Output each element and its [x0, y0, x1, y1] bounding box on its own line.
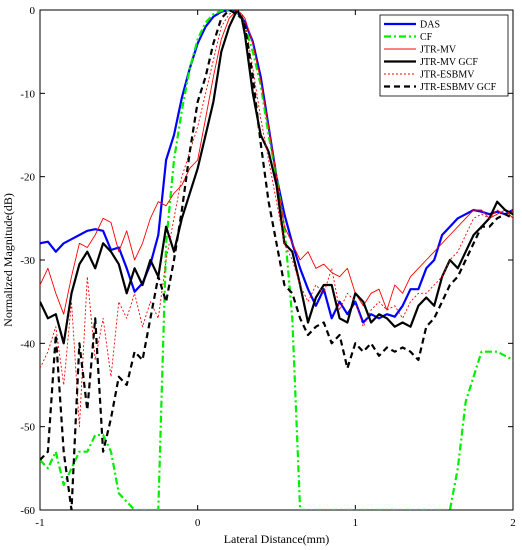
y-tick-label: -40 — [20, 338, 35, 350]
legend-label: JTR-MV GCF — [420, 57, 478, 68]
y-tick-label: -50 — [20, 422, 35, 434]
x-tick-label: -1 — [35, 517, 44, 529]
y-tick-label: -60 — [20, 505, 35, 517]
legend-label: JTR-ESBMV GCF — [420, 82, 497, 93]
x-tick-label: 2 — [510, 517, 516, 529]
y-axis-title: Normalized Magnitude(dB) — [1, 193, 15, 327]
series-layer — [40, 10, 513, 510]
x-axis-title: Lateral Distance(mm) — [224, 532, 330, 546]
axis-ticks: -1 0 1 20-10-20-30-40-50-60 — [20, 5, 515, 529]
y-tick-label: -30 — [20, 255, 35, 267]
legend-label: JTR-ESBMV — [420, 70, 475, 81]
series-line-jtr-mv — [40, 10, 513, 315]
legend-label: JTR-MV — [420, 45, 457, 56]
series-line-jtr-esbmv-gcf — [40, 10, 513, 510]
y-tick-label: -10 — [20, 88, 35, 100]
series-line-cf — [40, 10, 513, 510]
legend-label: CF — [420, 32, 433, 43]
legend-label: DAS — [420, 20, 440, 31]
legend-box — [379, 14, 509, 97]
series-line-jtr-esbmv — [40, 10, 513, 428]
x-tick-label: 1 — [353, 517, 359, 529]
y-tick-label: -20 — [20, 172, 35, 184]
y-tick-label: 0 — [30, 5, 36, 17]
series-line-jtr-mv-gcf — [40, 10, 513, 345]
x-tick-label: 0 — [195, 517, 201, 529]
